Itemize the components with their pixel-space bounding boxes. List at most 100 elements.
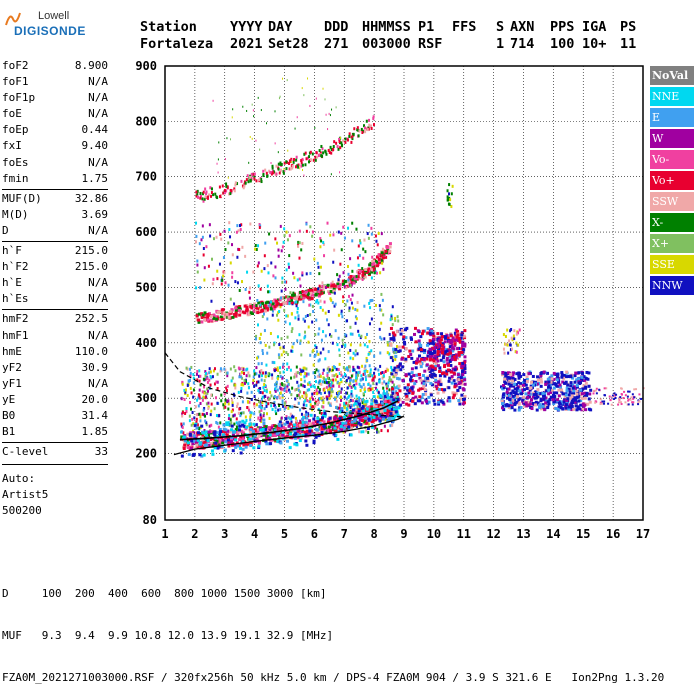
echo-point xyxy=(201,412,204,416)
echo-point xyxy=(432,342,436,346)
echo-point xyxy=(536,395,540,399)
echo-point xyxy=(369,368,372,372)
echo-point xyxy=(338,384,341,388)
echo-point xyxy=(342,295,345,299)
echo-point xyxy=(324,311,327,315)
echo-point xyxy=(290,330,293,334)
echo-point xyxy=(278,424,282,428)
echo-point xyxy=(418,399,422,403)
echo-point xyxy=(373,375,376,379)
echo-point xyxy=(390,407,394,411)
echo-point xyxy=(344,403,347,407)
echo-point xyxy=(200,424,204,428)
echo-point xyxy=(368,364,371,368)
echo-point xyxy=(231,271,234,275)
echo-point xyxy=(349,298,352,302)
echo-point xyxy=(455,335,459,339)
echo-point xyxy=(342,343,345,347)
echo-point xyxy=(295,155,298,159)
logo-lowell: Lowell xyxy=(38,10,70,22)
echo-point xyxy=(384,249,388,253)
echo-point xyxy=(300,383,303,387)
echo-point xyxy=(306,314,309,318)
echo-point xyxy=(426,354,430,358)
echo-point xyxy=(548,398,552,402)
echo-point xyxy=(249,305,253,309)
echo-point xyxy=(297,297,301,301)
echo-point xyxy=(290,160,292,163)
echo-point xyxy=(298,396,301,400)
echo-point xyxy=(317,289,321,293)
echo-point xyxy=(389,337,393,341)
echo-point xyxy=(228,192,231,196)
echo-point xyxy=(392,411,396,415)
echo-point xyxy=(381,249,385,253)
echo-point xyxy=(205,192,208,196)
echo-point xyxy=(566,397,570,401)
echo-point xyxy=(288,302,291,306)
echo-point xyxy=(370,263,374,267)
echo-point xyxy=(388,376,391,380)
echo-point xyxy=(287,424,291,428)
echo-point xyxy=(248,312,252,316)
echo-point xyxy=(181,380,184,384)
echo-point xyxy=(309,397,312,401)
echo-point xyxy=(448,192,451,196)
echo-point xyxy=(580,392,584,396)
echo-point xyxy=(362,421,365,425)
echo-point xyxy=(227,315,231,319)
echo-point xyxy=(502,384,506,388)
echo-point xyxy=(244,254,247,258)
echo-point xyxy=(308,426,312,430)
echo-point xyxy=(230,428,234,432)
echo-point xyxy=(248,408,251,412)
echo-point xyxy=(397,319,400,323)
echo-point xyxy=(277,248,280,252)
param-value: 215.0 xyxy=(74,260,108,274)
echo-point xyxy=(395,350,398,354)
echo-point xyxy=(328,112,330,115)
echo-point xyxy=(439,383,443,387)
echo-point xyxy=(344,286,348,290)
echo-point xyxy=(197,318,201,322)
echo-point xyxy=(393,386,397,390)
echo-point xyxy=(448,183,451,187)
echo-point xyxy=(314,344,317,348)
echo-point xyxy=(305,410,308,414)
echo-point xyxy=(437,345,441,349)
echo-point xyxy=(376,271,379,275)
echo-point xyxy=(534,392,538,396)
echo-point xyxy=(309,271,312,275)
echo-point xyxy=(368,340,371,344)
echo-point xyxy=(377,231,380,235)
echo-point xyxy=(190,432,194,436)
echo-point xyxy=(393,407,397,411)
echo-point xyxy=(252,172,255,176)
echo-point xyxy=(213,407,216,411)
echo-point xyxy=(312,371,315,375)
echo-point xyxy=(365,421,369,425)
echo-point xyxy=(356,126,359,130)
param-row: h`E N/A xyxy=(2,275,108,291)
echo-point xyxy=(249,430,253,434)
echo-point xyxy=(257,261,260,265)
echo-point xyxy=(393,375,396,379)
echo-point xyxy=(463,344,467,348)
echo-point xyxy=(299,367,302,371)
echo-point xyxy=(367,223,370,227)
echo-point xyxy=(560,373,564,377)
echo-point xyxy=(609,399,612,402)
echo-point xyxy=(258,374,261,378)
echo-point xyxy=(327,128,329,131)
echo-point xyxy=(386,351,389,355)
echo-point xyxy=(638,400,641,403)
echo-point xyxy=(290,376,293,380)
echo-point xyxy=(462,334,466,338)
echo-point xyxy=(286,362,289,366)
echo-point xyxy=(329,429,333,433)
echo-point xyxy=(345,397,348,401)
echo-point xyxy=(228,413,231,417)
echo-point xyxy=(348,427,351,431)
echo-point xyxy=(307,340,310,344)
echo-point xyxy=(380,409,384,413)
